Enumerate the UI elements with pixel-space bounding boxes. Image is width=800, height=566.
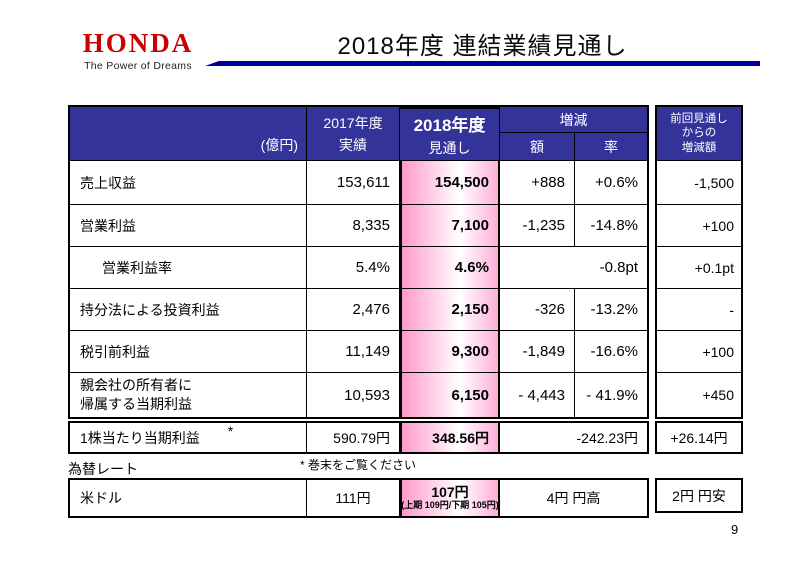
row-equity-method-fy2017: 2,476 [307, 289, 400, 331]
row-pretax-profit-change-amount: -1,849 [500, 331, 575, 373]
row-operating-profit-fy2017: 8,335 [307, 205, 400, 247]
row-pretax-profit-fy2018: 9,300 [400, 331, 500, 373]
header-change-rate: 率 [575, 133, 647, 161]
honda-tagline: The Power of Dreams [84, 60, 192, 72]
row-equity-method-fy2018: 2,150 [400, 289, 500, 331]
header-change: 増減 [500, 107, 647, 133]
slide-title-wrap: 2018年度 連結業績見通し [205, 26, 760, 61]
page-number: 9 [731, 522, 739, 537]
header-unit: (億円) [70, 107, 307, 161]
prev-net-profit: +450 [702, 387, 734, 403]
prev-equity-method: - [657, 289, 741, 331]
row-operating-margin-change: -0.8pt [500, 247, 647, 289]
row-net-profit-fy2018: 6,150 [400, 373, 500, 417]
row-operating-margin-label: 営業利益率 [70, 247, 307, 289]
header-fy2018-year: 2018年度 [413, 116, 486, 135]
row-net-profit-label: 親会社の所有者に 帰属する当期利益 [70, 373, 307, 417]
honda-logo: HONDA The Power of Dreams [68, 28, 208, 73]
slide-title: 2018年度 連結業績見通し [337, 33, 628, 60]
fx-fy2018: 107円 (上期 109円/下期 105円) [400, 480, 500, 516]
row-revenue-label: 売上収益 [70, 161, 307, 205]
fx-fy2017: 111円 [307, 480, 400, 516]
fx-fy2018-half-year-note: (上期 109円/下期 105円) [401, 500, 499, 511]
fx-fy2018-rate: 107円 [431, 484, 469, 501]
row-operating-margin-fy2017: 5.4% [307, 247, 400, 289]
eps-row: 1株当たり当期利益 * 590.79円 348.56円 -242.23円 [68, 421, 649, 454]
eps-fy2018: 348.56円 [400, 423, 500, 452]
row-net-profit-change-rate: - 41.9% [575, 373, 647, 417]
row-operating-margin-fy2018: 4.6% [400, 247, 500, 289]
prev-pretax-profit: +100 [657, 331, 741, 373]
header-fy2017-year: 2017年度 [323, 114, 383, 131]
footnote: * 巻末をご覧ください [300, 458, 417, 472]
prev-header-line2: からの [681, 127, 717, 140]
row-operating-profit-label: 営業利益 [70, 205, 307, 247]
eps-asterisk: * [227, 422, 234, 439]
row-revenue-fy2017: 153,611 [307, 161, 400, 205]
fx-table: 米ドル 111円 107円 (上期 109円/下期 105円) 4円 円高 [68, 478, 649, 518]
prev-forecast-header: 前回見通し からの 増減額 [657, 107, 741, 161]
eps-label-text: 1株当たり当期利益 [80, 429, 200, 446]
title-underline [205, 61, 760, 66]
row-net-profit-label-line2: 帰属する当期利益 [80, 396, 192, 412]
prev-header-line3: 増減額 [681, 141, 717, 154]
header-fy2017-actual: 実績 [339, 136, 367, 153]
results-table: (億円) 2017年度 実績 2018年度 見通し 増減 額 率 売上収益 15… [68, 105, 649, 419]
eps-prev-change: +26.14円 [655, 421, 743, 454]
header-fy2018-forecast: 見通し [428, 140, 471, 156]
row-net-profit-fy2017: 10,593 [307, 373, 400, 417]
row-pretax-profit-fy2017: 11,149 [307, 331, 400, 373]
row-net-profit-label-line1: 親会社の所有者に [80, 377, 192, 394]
honda-wordmark: HONDA [82, 28, 194, 58]
row-net-profit-change-amount: - 4,443 [500, 373, 575, 417]
prev-operating-margin: +0.1pt [657, 247, 741, 289]
row-revenue-change-rate: +0.6% [575, 161, 647, 205]
fx-change: 4円 円高 [500, 480, 647, 516]
eps-change: -242.23円 [500, 423, 647, 452]
header-fy2018: 2018年度 見通し [400, 107, 500, 161]
row-operating-profit-change-amount: -1,235 [500, 205, 575, 247]
prev-operating-profit: +100 [657, 205, 741, 247]
row-pretax-profit-change-rate: -16.6% [575, 331, 647, 373]
fx-prev-change: 2円 円安 [655, 478, 743, 513]
row-revenue-fy2018: 154,500 [400, 161, 500, 205]
row-operating-profit-change-rate: -14.8% [575, 205, 647, 247]
row-pretax-profit-label: 税引前利益 [70, 331, 307, 373]
prev-header-line1: 前回見通し [670, 112, 728, 125]
prev-forecast-column: 前回見通し からの 増減額 -1,500 +100 +0.1pt - +100 … [655, 105, 743, 419]
row-equity-method-change-amount: -326 [500, 289, 575, 331]
eps-label: 1株当たり当期利益 * [70, 423, 307, 452]
row-equity-method-change-rate: -13.2% [575, 289, 647, 331]
header-fy2017: 2017年度 実績 [307, 107, 400, 161]
row-revenue-change-amount: +888 [500, 161, 575, 205]
row-operating-profit-fy2018: 7,100 [400, 205, 500, 247]
prev-revenue: -1,500 [657, 161, 741, 205]
eps-fy2017: 590.79円 [307, 423, 400, 452]
row-equity-method-label: 持分法による投資利益 [70, 289, 307, 331]
header-change-amount: 額 [500, 133, 575, 161]
fx-currency-label: 米ドル [70, 480, 307, 516]
fx-section-label: 為替レート [68, 461, 138, 477]
